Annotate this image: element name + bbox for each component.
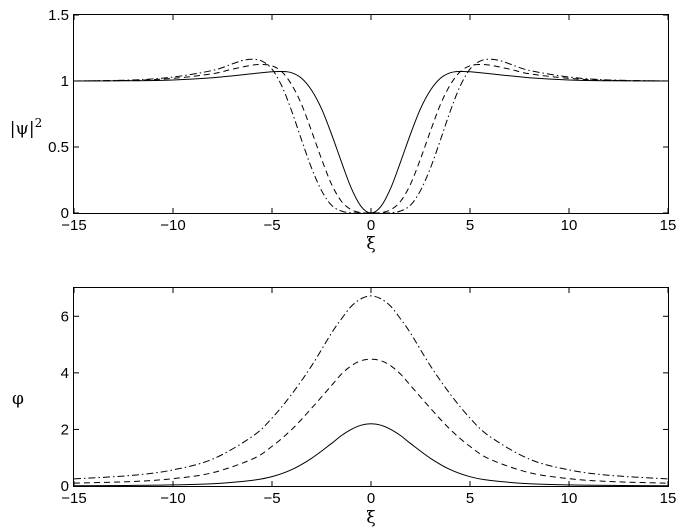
top-plot-xlabel: ξ (366, 234, 375, 254)
x-tick-label: 0 (367, 217, 375, 234)
x-tick-label: 10 (561, 217, 578, 234)
top-plot-ylabel-base: |ψ| (10, 119, 35, 139)
series-line-solid (73, 423, 669, 487)
bottom-plot-frame (73, 287, 669, 487)
bottom-plot-curves (73, 295, 669, 487)
top-plot-ylabel: |ψ|2 (10, 116, 42, 139)
x-tick-label: −15 (61, 217, 86, 234)
x-tick-label: 5 (466, 490, 474, 507)
series-line-dashdot (73, 58, 669, 214)
series-line-dashed (73, 63, 669, 214)
x-tick-label: 10 (561, 490, 578, 507)
bottom-plot-tick-labels: −15 −10 −5 0 5 10 15 0 2 4 6 (61, 308, 677, 507)
bottom-plot-ylabel: φ (12, 389, 24, 409)
top-plot-ylabel-sup: 2 (35, 116, 43, 130)
top-plot-ticks (73, 14, 669, 214)
top-plot-panel: −15 −10 −5 0 5 10 15 0 0.5 1 1.5 ξ |ψ|2 (10, 7, 677, 254)
series-line-dashed (73, 358, 669, 484)
top-plot-curves (73, 58, 669, 214)
bottom-plot-ticks (73, 288, 669, 487)
x-tick-label: −10 (160, 490, 185, 507)
x-tick-label: 15 (660, 490, 677, 507)
series-line-dashdot (73, 295, 669, 480)
x-tick-label: 15 (660, 217, 677, 234)
y-tick-label: 4 (61, 365, 69, 382)
top-plot-frame (73, 14, 669, 214)
y-tick-label: 0 (61, 478, 69, 495)
series-line-solid (73, 70, 669, 214)
y-tick-label: 2 (61, 421, 69, 438)
bottom-plot-xlabel: ξ (366, 508, 375, 528)
y-tick-label: 6 (61, 308, 69, 325)
y-tick-label: 1.5 (48, 7, 69, 24)
y-tick-label: 0.5 (48, 139, 69, 156)
x-tick-label: −15 (61, 490, 86, 507)
x-tick-label: 5 (466, 217, 474, 234)
x-tick-label: −10 (160, 217, 185, 234)
x-tick-label: −5 (263, 490, 280, 507)
y-tick-label: 0 (61, 205, 69, 222)
x-tick-label: 0 (367, 490, 375, 507)
top-plot-tick-labels: −15 −10 −5 0 5 10 15 0 0.5 1 1.5 (48, 7, 676, 234)
x-tick-label: −5 (263, 217, 280, 234)
bottom-plot-panel: −15 −10 −5 0 5 10 15 0 2 4 6 ξ φ (12, 287, 677, 528)
y-tick-label: 1 (61, 73, 69, 90)
